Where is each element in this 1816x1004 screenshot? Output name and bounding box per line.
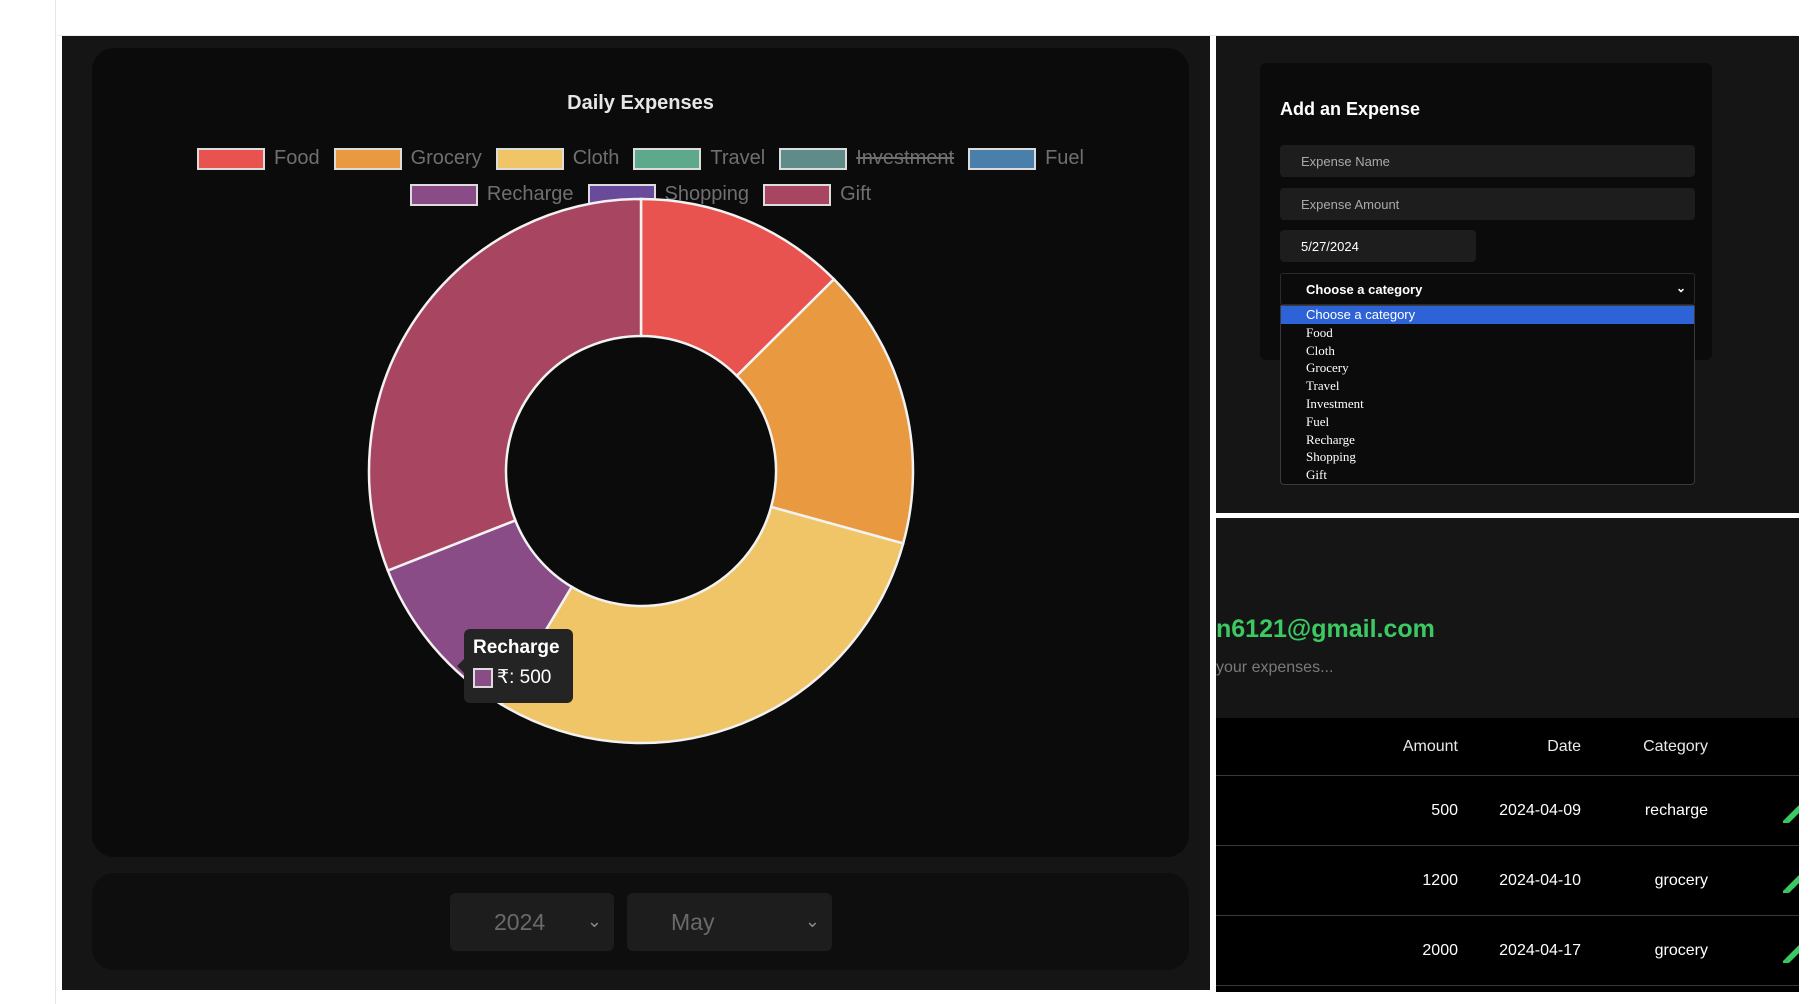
legend-swatch xyxy=(333,147,402,170)
month-select[interactable]: May ⌄ xyxy=(627,893,832,951)
left-margin xyxy=(0,0,56,1004)
tooltip-title: Recharge xyxy=(473,637,560,658)
row-amount: 2000 xyxy=(1422,941,1458,959)
category-option[interactable]: Travel xyxy=(1306,378,1340,394)
row-category: recharge xyxy=(1644,801,1708,819)
category-option[interactable]: Cloth xyxy=(1306,342,1335,358)
legend-swatch xyxy=(763,183,832,206)
header-category: Category xyxy=(1643,737,1708,755)
donut-slice-gift[interactable] xyxy=(367,197,643,573)
legend-item-food[interactable]: Food xyxy=(197,147,320,170)
legend-label: Food xyxy=(274,147,320,169)
legend-item-travel[interactable]: Travel xyxy=(633,147,765,170)
chart-tooltip: Recharge ₹: 500 xyxy=(457,629,573,703)
user-subtitle: your expenses... xyxy=(1216,659,1334,676)
category-option[interactable]: Choose a category xyxy=(1281,306,1694,324)
legend-item-cloth[interactable]: Cloth xyxy=(495,147,620,170)
filter-bar: 2024 ⌄ May ⌄ xyxy=(92,873,1189,970)
legend-label: Grocery xyxy=(410,147,482,169)
tooltip-swatch xyxy=(473,667,493,688)
legend-label: Fuel xyxy=(1045,147,1084,169)
chart-title: Daily Expenses xyxy=(567,92,714,114)
category-option[interactable]: Fuel xyxy=(1306,413,1330,429)
table-row: 500 2024-04-09 recharge xyxy=(1216,776,1799,846)
category-option[interactable]: Food xyxy=(1306,324,1333,340)
chevron-down-icon: ⌄ xyxy=(1675,281,1686,295)
chevron-down-icon: ⌄ xyxy=(804,911,820,931)
donut-slice-grocery[interactable] xyxy=(735,277,915,545)
row-date: 2024-04-09 xyxy=(1499,801,1581,819)
legend-label: Cloth xyxy=(572,147,620,169)
legend-label: Recharge xyxy=(486,183,574,205)
expenses-table: Amount Date Category 500 2024-04-09 rech… xyxy=(1216,718,1799,992)
header-amount: Amount xyxy=(1402,737,1458,755)
category-option[interactable]: Gift xyxy=(1306,467,1327,483)
legend-swatch xyxy=(197,147,265,170)
expense-date-input[interactable]: 5/27/2024 xyxy=(1280,230,1476,262)
donut-slice-cloth[interactable] xyxy=(499,505,905,745)
edit-icon[interactable] xyxy=(1779,939,1799,963)
donut-chart[interactable] xyxy=(92,48,1189,857)
legend-swatch xyxy=(409,183,478,206)
legend-item-recharge[interactable]: Recharge xyxy=(409,183,574,206)
edit-icon[interactable] xyxy=(1779,799,1799,823)
form-heading: Add an Expense xyxy=(1280,99,1421,119)
row-category: grocery xyxy=(1654,941,1708,959)
category-select[interactable]: Choose a category ⌄ xyxy=(1280,273,1695,305)
legend-item-gift[interactable]: Gift xyxy=(763,183,871,206)
legend-swatch xyxy=(495,147,564,170)
chart-legend-row-2: Recharge Shopping Gift xyxy=(92,183,1189,206)
expense-amount-input[interactable]: Expense Amount xyxy=(1280,188,1695,220)
expense-name-input[interactable]: Expense Name xyxy=(1280,145,1695,177)
donut-slice-food[interactable] xyxy=(639,197,836,378)
legend-label: Shopping xyxy=(664,183,750,205)
row-amount: 1200 xyxy=(1422,871,1458,889)
year-select-value: 2024 xyxy=(494,908,546,935)
legend-swatch xyxy=(779,147,848,170)
table-row: 1200 2024-04-10 grocery xyxy=(1216,846,1799,916)
header-date: Date xyxy=(1547,737,1581,755)
tooltip-row: ₹: 500 xyxy=(473,666,564,689)
category-option[interactable]: Grocery xyxy=(1306,360,1349,376)
category-dropdown-list: Choose a category Food Cloth Grocery Tra… xyxy=(1280,305,1695,485)
user-email: n6121@gmail.com xyxy=(1216,615,1435,643)
row-category: grocery xyxy=(1654,871,1708,889)
top-bar xyxy=(57,0,1797,36)
month-select-value: May xyxy=(671,908,715,935)
legend-swatch xyxy=(633,147,702,170)
tooltip-value: ₹: 500 xyxy=(497,667,552,688)
chart-card: Daily Expenses Food Grocery Cloth Travel… xyxy=(92,48,1189,857)
chart-legend-row-1: Food Grocery Cloth Travel Investment Fue… xyxy=(92,147,1189,170)
legend-item-grocery[interactable]: Grocery xyxy=(333,147,482,170)
table-row: 2000 2024-04-17 grocery xyxy=(1216,916,1799,986)
year-select[interactable]: 2024 ⌄ xyxy=(450,893,614,951)
expenses-panel: n6121@gmail.com your expenses... Amount … xyxy=(1216,518,1799,992)
legend-item-fuel[interactable]: Fuel xyxy=(968,147,1084,170)
category-option[interactable]: Shopping xyxy=(1306,449,1356,465)
category-option[interactable]: Investment xyxy=(1306,395,1364,411)
edit-icon[interactable] xyxy=(1779,869,1799,893)
category-option[interactable]: Recharge xyxy=(1306,431,1355,447)
row-amount: 500 xyxy=(1431,801,1458,819)
legend-swatch xyxy=(968,147,1037,170)
chart-panel: Daily Expenses Food Grocery Cloth Travel… xyxy=(62,36,1210,990)
legend-label: Gift xyxy=(840,183,872,205)
legend-label: Investment xyxy=(856,147,955,169)
legend-label: Travel xyxy=(710,147,766,169)
legend-item-investment[interactable]: Investment xyxy=(779,147,954,170)
table-header: Amount Date Category xyxy=(1216,718,1799,776)
category-select-value: Choose a category xyxy=(1306,281,1423,297)
row-date: 2024-04-17 xyxy=(1499,941,1581,959)
chevron-down-icon: ⌄ xyxy=(586,911,602,931)
row-date: 2024-04-10 xyxy=(1499,871,1581,889)
